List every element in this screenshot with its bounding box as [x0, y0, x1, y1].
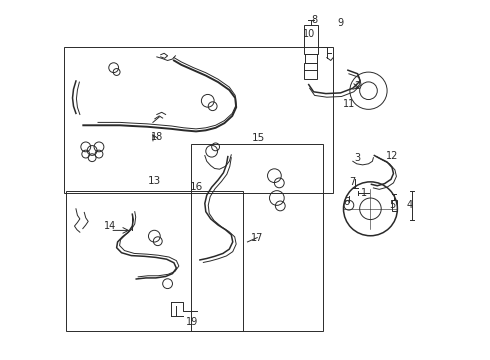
- Text: 3: 3: [355, 153, 361, 163]
- Bar: [66, 191, 243, 331]
- Text: 19: 19: [186, 317, 198, 327]
- Text: 5: 5: [389, 200, 395, 210]
- Text: 8: 8: [311, 15, 317, 25]
- Bar: [304, 63, 317, 79]
- Text: 7: 7: [350, 177, 356, 187]
- Text: 16: 16: [189, 182, 203, 192]
- Bar: [304, 25, 318, 54]
- Bar: [191, 144, 323, 331]
- Text: 14: 14: [104, 221, 117, 231]
- Text: 9: 9: [338, 18, 343, 28]
- Text: 6: 6: [343, 197, 349, 207]
- Text: 17: 17: [251, 233, 264, 243]
- Text: 18: 18: [151, 132, 163, 142]
- Text: 15: 15: [251, 133, 265, 143]
- Text: 10: 10: [302, 29, 315, 39]
- Text: 13: 13: [147, 176, 161, 186]
- Text: 12: 12: [386, 150, 398, 161]
- Text: 2: 2: [355, 81, 361, 91]
- Bar: [392, 200, 397, 211]
- Text: 1: 1: [361, 188, 367, 198]
- Bar: [64, 47, 333, 193]
- Text: 11: 11: [343, 99, 355, 109]
- Text: 4: 4: [407, 200, 413, 210]
- Bar: [305, 54, 317, 63]
